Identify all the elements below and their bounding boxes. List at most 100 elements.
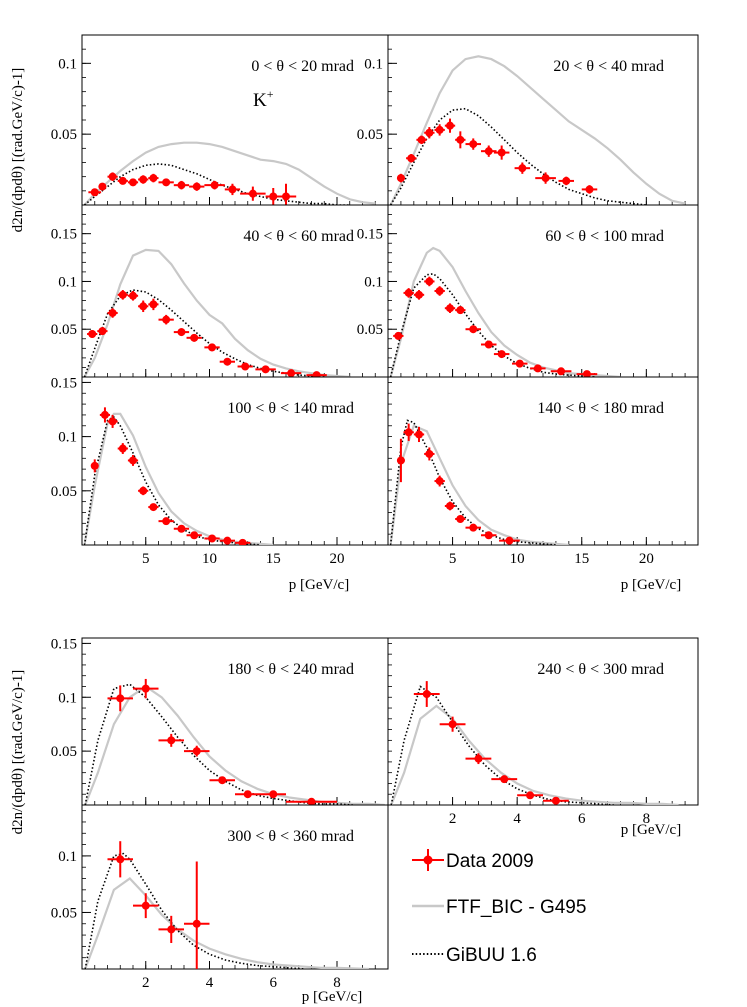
data-point-marker bbox=[118, 176, 127, 185]
data-point-marker bbox=[484, 340, 493, 349]
data-point-marker bbox=[177, 328, 186, 337]
data-point bbox=[204, 343, 220, 352]
data-point-marker bbox=[456, 135, 465, 144]
data-point-marker bbox=[129, 291, 137, 300]
data-point bbox=[434, 286, 445, 296]
data-point-marker bbox=[417, 135, 426, 144]
data-point bbox=[99, 407, 111, 423]
panel-title: 60 < θ < 100 mrad bbox=[545, 228, 664, 245]
data-point bbox=[465, 753, 492, 765]
data-point-marker bbox=[469, 523, 478, 532]
y-tick-label: 0.05 bbox=[51, 484, 77, 500]
gibuu-curve bbox=[389, 107, 647, 205]
data-point bbox=[138, 175, 149, 184]
data-point-marker bbox=[415, 430, 423, 439]
data-point bbox=[184, 861, 210, 969]
data-point-marker bbox=[98, 327, 107, 336]
data-point-marker bbox=[307, 797, 316, 805]
data-point bbox=[558, 176, 574, 186]
data-point bbox=[107, 308, 118, 318]
data-point bbox=[424, 127, 435, 139]
data-point bbox=[219, 536, 235, 545]
data-point-marker bbox=[243, 790, 252, 799]
panel-0-2: 0.050.10.15 40 < θ < 60 mrad bbox=[51, 204, 389, 378]
data-point bbox=[481, 340, 497, 349]
panel-0-1: 0.05 0.1 20 < θ < 40 mrad bbox=[357, 34, 699, 206]
data-point-marker bbox=[415, 290, 423, 299]
panel-0-0: 0.05 0.1 0 < θ < 20 mrad bbox=[51, 34, 389, 206]
y-tick-label: 0.1 bbox=[364, 56, 383, 72]
data-point-marker bbox=[505, 536, 514, 545]
y-axis-label: d2n/(dpdθ) [(rad.GeV/c)-1] bbox=[10, 670, 26, 835]
data-point bbox=[219, 357, 235, 366]
data-point-marker bbox=[223, 357, 232, 366]
ftf-bic-curve bbox=[83, 141, 376, 205]
data-point-marker bbox=[241, 362, 250, 371]
y-tick-label: 0.15 bbox=[51, 375, 77, 391]
ftf-bic-curve bbox=[389, 55, 686, 205]
data-point bbox=[481, 531, 497, 540]
data-point bbox=[444, 501, 456, 511]
panel-title: 20 < θ < 40 mrad bbox=[553, 58, 664, 75]
data-point bbox=[499, 536, 520, 545]
gibuu-curve bbox=[83, 163, 350, 205]
panel-title: 300 < θ < 360 mrad bbox=[227, 828, 354, 845]
data-point-marker bbox=[139, 175, 148, 184]
data-point bbox=[465, 138, 481, 150]
data-point bbox=[204, 534, 220, 543]
x-tick-label: 20 bbox=[639, 551, 654, 567]
data-point-marker bbox=[177, 181, 186, 190]
data-point-marker bbox=[208, 343, 217, 352]
data-point bbox=[439, 716, 466, 732]
data-point bbox=[493, 350, 510, 359]
data-point-marker bbox=[541, 174, 550, 183]
data-point bbox=[465, 523, 481, 532]
data-point bbox=[306, 371, 327, 377]
y-tick-label: 0.1 bbox=[58, 274, 77, 290]
data-point bbox=[117, 176, 128, 185]
data-point-marker bbox=[312, 371, 321, 377]
data-point-marker bbox=[98, 182, 107, 191]
data-point bbox=[98, 182, 107, 191]
data-point bbox=[173, 524, 190, 533]
data-point-marker bbox=[500, 775, 509, 784]
data-point bbox=[543, 796, 569, 805]
data-point-marker bbox=[515, 359, 524, 368]
y-tick-label: 0.1 bbox=[58, 690, 77, 706]
data-point-marker bbox=[407, 154, 416, 163]
data-point-marker bbox=[162, 178, 171, 187]
data-point bbox=[148, 173, 159, 183]
data-point-marker bbox=[149, 174, 158, 183]
data-point-marker bbox=[404, 428, 413, 437]
x-axis-label: p [GeV/c] bbox=[302, 989, 362, 1005]
curves bbox=[389, 419, 569, 545]
legend-label-ftf: FTF_BIC - G495 bbox=[446, 897, 586, 918]
data-point-marker bbox=[456, 306, 465, 315]
data-point-marker bbox=[108, 172, 117, 181]
data-point-marker bbox=[469, 140, 478, 149]
data-point bbox=[240, 186, 266, 201]
x-tick-label: 5 bbox=[142, 551, 150, 567]
data-point-marker bbox=[287, 369, 296, 377]
data-point-marker bbox=[210, 181, 219, 190]
gibuu-curve bbox=[84, 852, 306, 969]
data-point-marker bbox=[116, 855, 125, 864]
data-point bbox=[444, 303, 456, 313]
data-point bbox=[424, 447, 435, 461]
data-point bbox=[491, 775, 518, 784]
data-point-marker bbox=[141, 901, 150, 910]
data-point-marker bbox=[90, 188, 99, 197]
data-point-marker bbox=[90, 461, 99, 470]
data-point bbox=[127, 178, 139, 187]
ftf-bic-curve bbox=[83, 412, 274, 545]
data-point-marker bbox=[497, 148, 506, 157]
data-point bbox=[280, 369, 302, 377]
data-point bbox=[158, 915, 184, 943]
data-point-marker bbox=[177, 524, 186, 533]
legend-label-data: Data 2009 bbox=[446, 851, 534, 872]
data-point bbox=[173, 180, 190, 190]
data-point bbox=[117, 290, 128, 300]
data-point bbox=[133, 678, 159, 699]
data-point-marker bbox=[167, 736, 176, 745]
